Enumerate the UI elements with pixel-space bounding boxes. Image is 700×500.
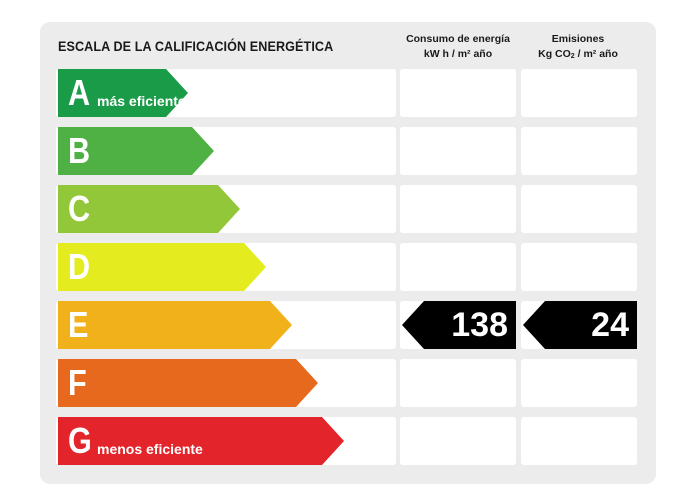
emissions-cell-d <box>521 243 637 291</box>
energy-cell-a <box>400 69 516 117</box>
emissions-indicator: 24 <box>523 301 637 349</box>
energy-cell-c <box>400 185 516 233</box>
rating-letter: D <box>68 246 91 287</box>
rating-letter: C <box>68 188 91 229</box>
emissions-header-line1: Emisiones <box>551 33 605 45</box>
emissions-cell-a <box>521 69 637 117</box>
energy-consumption-value: 138 <box>451 306 508 344</box>
energy-header-units: kW h / m² año <box>423 48 493 60</box>
energy-header-line1: Consumo de energía <box>406 33 510 45</box>
rating-letter: A <box>68 72 91 113</box>
scale-title: ESCALA DE LA CALIFICACIÓN ENERGÉTICA <box>58 38 334 54</box>
emissions-column-header: Emisiones Kg CO2 / m² año <box>519 32 637 64</box>
rating-letter: B <box>68 130 91 171</box>
emissions-cell-b <box>521 127 637 175</box>
rating-arrow-f: F <box>58 359 318 407</box>
energy-cell-b <box>400 127 516 175</box>
rating-arrow-d: D <box>58 243 266 291</box>
energy-cell-f <box>400 359 516 407</box>
energy-column-header: Consumo de energía kW h / m² año <box>399 32 517 62</box>
rating-letter: F <box>68 362 87 403</box>
rating-sublabel: menos eficiente <box>97 441 203 457</box>
rating-letter: G <box>68 420 92 461</box>
emissions-header-units: Kg CO2 / m² año <box>538 48 618 60</box>
rating-sublabel: más eficiente <box>97 93 186 109</box>
rating-arrow-b: B <box>58 127 214 175</box>
rating-letter: E <box>68 304 89 345</box>
emissions-cell-c <box>521 185 637 233</box>
emissions-value: 24 <box>591 306 629 344</box>
energy-cell-d <box>400 243 516 291</box>
rating-arrow-c: C <box>58 185 240 233</box>
emissions-cell-g <box>521 417 637 465</box>
energy-consumption-indicator: 138 <box>402 301 516 349</box>
emissions-cell-f <box>521 359 637 407</box>
rating-arrow-e: E <box>58 301 292 349</box>
energy-cell-g <box>400 417 516 465</box>
